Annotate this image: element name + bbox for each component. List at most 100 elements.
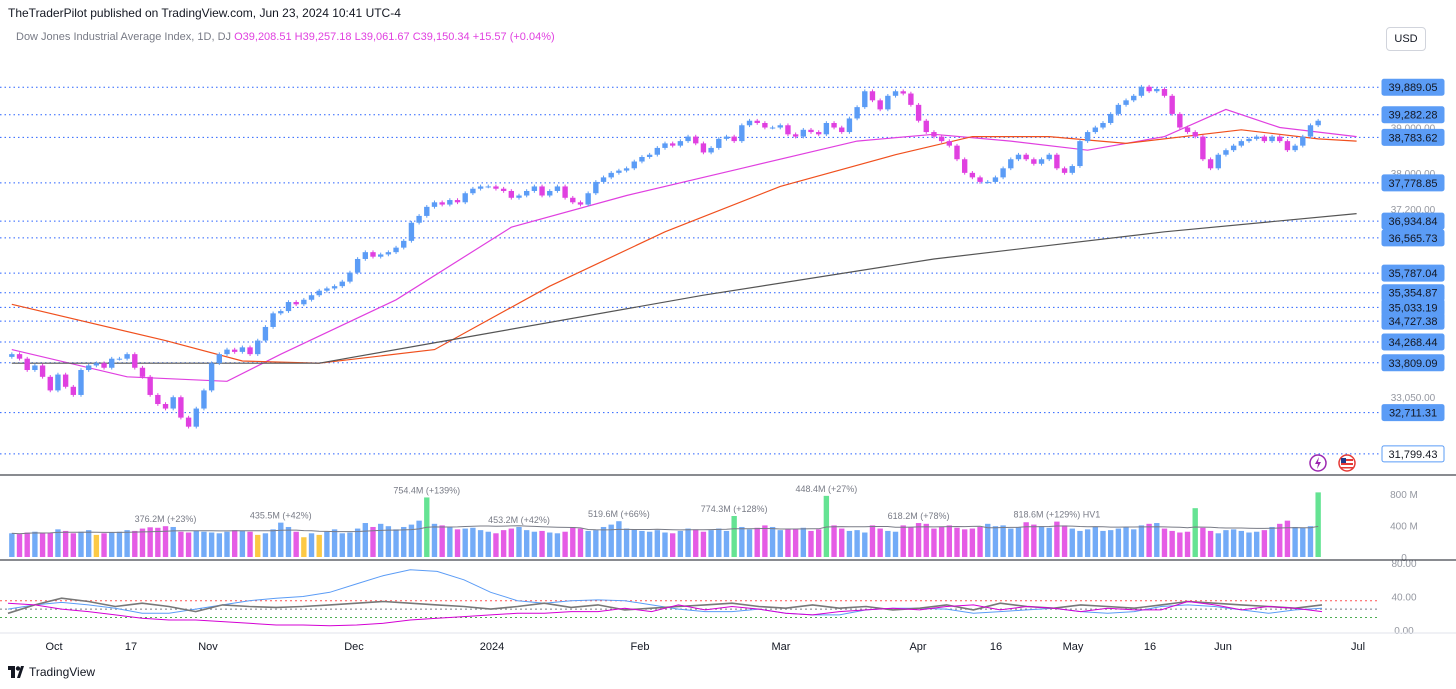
volume-annotation: 435.5M (+42%) [250,511,312,521]
price-tick: 33,050.00 [1391,393,1436,404]
candle [270,311,276,329]
price-level-label[interactable]: 33,809.09 [1381,354,1445,372]
volume-bar [839,528,845,557]
candle [585,191,591,207]
price-level-label[interactable]: 36,565.73 [1381,229,1445,247]
volume-bar [593,530,599,557]
volume-bar [1084,529,1091,557]
volume-bar [231,530,238,557]
volume-bar [331,529,338,557]
price-level-label[interactable]: 34,727.38 [1381,312,1445,330]
volume-bar [247,531,253,557]
volume-bar [431,523,438,557]
candle [1107,112,1114,125]
price-level-label[interactable]: 36,934.84 [1381,212,1445,230]
price-level-label[interactable]: 32,711.31 [1381,404,1445,422]
volume-bar [239,530,246,557]
volume-bar [969,528,976,557]
volume-bar [938,526,945,557]
candle [39,363,46,379]
candle [9,352,15,359]
volume-bar [954,527,960,557]
price-level-label[interactable]: 37,778.85 [1381,174,1445,192]
volume-bar [600,526,607,557]
volume-bar [93,534,100,557]
candle [839,125,845,134]
volume-bar [1192,508,1198,557]
moving-average-line [11,129,1357,364]
volume-annotation: 376.2M (+23%) [135,514,197,524]
volume-bar [354,528,361,557]
price-level-label[interactable]: 31,799.43 [1381,445,1445,463]
volume-bar [900,525,906,557]
volume-annotation: 519.6M (+66%) [588,509,650,519]
volume-bar [923,523,929,557]
price-level-label[interactable]: 38,783.62 [1381,128,1445,146]
candle [500,186,507,193]
volume-bar [109,532,115,557]
price-level-value: 37,778.85 [1389,178,1438,190]
candle [623,166,630,173]
candle [485,184,491,189]
volume-bar [985,523,991,557]
time-tick: Jul [1351,641,1365,653]
candle [78,368,84,397]
close-value: C39,150.34 [412,31,470,43]
candle [800,127,807,139]
volume-bar [1054,521,1060,557]
currency-button[interactable]: USD [1386,27,1426,51]
lightning-icon[interactable] [1309,454,1327,472]
volume-bar [1253,531,1260,557]
volume-bar [16,534,23,557]
price-level-label[interactable]: 35,033.19 [1381,298,1445,316]
candle [1100,121,1106,130]
candle [931,130,937,139]
candle [493,184,499,191]
volume-bar [347,532,353,557]
candle [693,134,699,146]
candle [608,171,614,180]
candle [101,361,107,370]
price-level-label[interactable]: 39,282.28 [1381,106,1445,124]
candle [1284,139,1291,152]
candle [539,184,545,198]
volume-bar [285,526,292,557]
volume-bar [377,523,384,557]
volume-average-line [11,525,1319,535]
price-level-label[interactable]: 35,787.04 [1381,264,1445,282]
volume-bar [308,533,315,557]
tradingview-logo[interactable]: TradingView [8,665,95,679]
volume-bar [493,533,499,557]
oscillator-line [7,597,1323,615]
candle [554,184,561,193]
price-level-label[interactable]: 35,354.87 [1381,284,1445,302]
candle [1008,157,1014,171]
volume-bar [1315,492,1321,557]
volume-bar [439,525,445,557]
price-level-value: 33,809.09 [1389,358,1438,370]
candle [431,200,438,209]
candle [777,123,783,130]
price-level-labels[interactable]: 39,889.05 39,282.28 38,783.62 37,778.85 36,9… [1381,78,1445,463]
candle [1154,87,1160,94]
candle [508,189,515,200]
candle [769,125,776,130]
candle [339,279,345,288]
volume-bar [1008,528,1014,557]
volume-bar [124,530,130,557]
price-level-label[interactable]: 39,889.05 [1381,78,1445,96]
volume-bar [1277,523,1283,557]
time-tick: 16 [1144,641,1156,653]
price-level-label[interactable]: 34,268.44 [1381,333,1445,351]
candle [1292,143,1298,152]
volume-bar [662,532,668,557]
volume-bar [55,529,61,557]
candle [1300,134,1306,148]
moving-average-line [11,213,1357,364]
candle [285,300,292,313]
volume-bar [1023,522,1029,557]
publisher-line: TheTraderPilot published on TradingView.… [8,6,401,20]
candle [1177,112,1183,130]
us-flag-icon[interactable] [1338,454,1356,472]
